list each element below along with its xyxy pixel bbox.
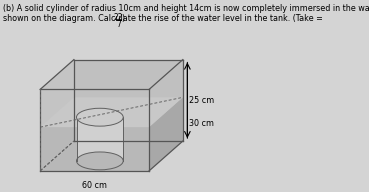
Ellipse shape xyxy=(76,152,123,170)
Polygon shape xyxy=(149,97,183,171)
Text: 30 cm: 30 cm xyxy=(189,119,214,128)
Text: 25 cm: 25 cm xyxy=(189,96,215,105)
Text: shown on the diagram. Calculate the rise of the water level in the tank. (Take =: shown on the diagram. Calculate the rise… xyxy=(3,14,323,23)
Text: ): ) xyxy=(122,14,125,23)
Polygon shape xyxy=(74,60,183,141)
Polygon shape xyxy=(40,97,183,127)
Text: 7: 7 xyxy=(116,20,121,29)
Text: 60 cm: 60 cm xyxy=(82,181,107,190)
Polygon shape xyxy=(76,117,123,161)
Polygon shape xyxy=(40,127,149,171)
Text: 22: 22 xyxy=(114,13,123,22)
Polygon shape xyxy=(40,60,74,171)
Text: (b) A solid cylinder of radius 10cm and height 14cm is now completely immersed i: (b) A solid cylinder of radius 10cm and … xyxy=(3,4,369,13)
Ellipse shape xyxy=(76,108,123,126)
